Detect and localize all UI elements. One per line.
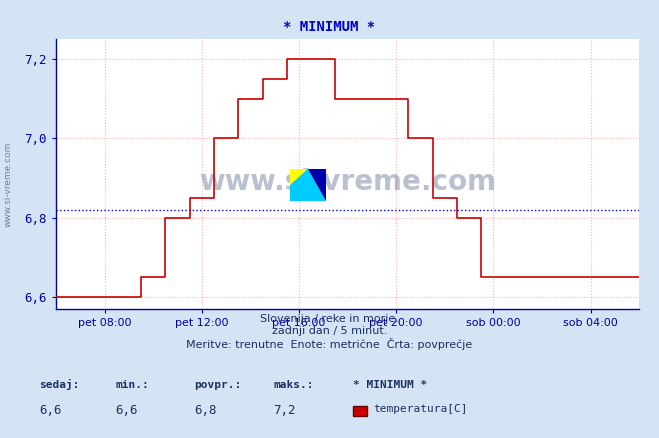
Polygon shape (290, 169, 308, 185)
Text: min.:: min.: (115, 380, 149, 390)
Text: * MINIMUM *: * MINIMUM * (353, 380, 427, 390)
Text: www.si-vreme.com: www.si-vreme.com (4, 141, 13, 226)
Text: 6,8: 6,8 (194, 404, 217, 417)
Text: zadnji dan / 5 minut.: zadnji dan / 5 minut. (272, 326, 387, 336)
Text: maks.:: maks.: (273, 380, 314, 390)
Polygon shape (290, 169, 326, 201)
Text: povpr.:: povpr.: (194, 380, 242, 390)
Text: 6,6: 6,6 (115, 404, 138, 417)
Text: Slovenija / reke in morje.: Slovenija / reke in morje. (260, 314, 399, 325)
Text: 7,2: 7,2 (273, 404, 296, 417)
Text: * MINIMUM *: * MINIMUM * (283, 20, 376, 34)
Text: 6,6: 6,6 (40, 404, 62, 417)
Text: www.si-vreme.com: www.si-vreme.com (199, 168, 496, 196)
Text: temperatura[C]: temperatura[C] (374, 404, 468, 414)
Text: sedaj:: sedaj: (40, 378, 80, 390)
Polygon shape (308, 169, 326, 201)
Text: Meritve: trenutne  Enote: metrične  Črta: povprečje: Meritve: trenutne Enote: metrične Črta: … (186, 338, 473, 350)
